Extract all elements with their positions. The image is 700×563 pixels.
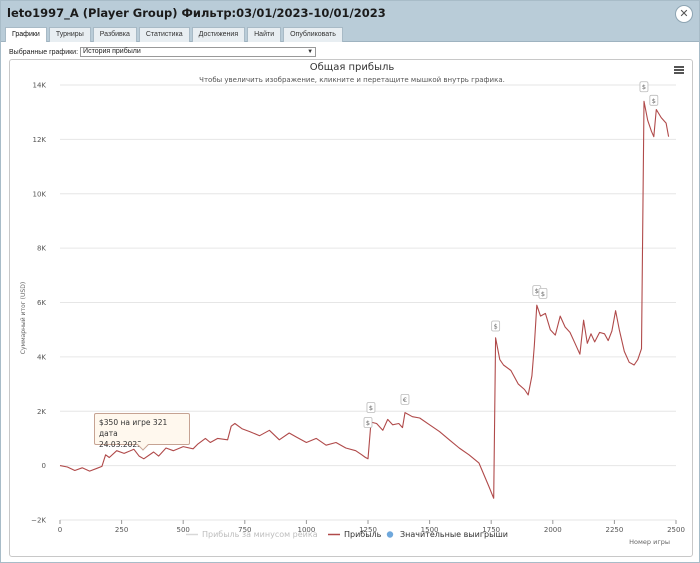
big-win-marker-symbol: $ <box>541 290 545 298</box>
y-tick-label: 8K <box>37 245 46 253</box>
tooltip-line-2: 24.03.2023 <box>99 440 142 449</box>
big-win-marker-symbol: $ <box>494 322 498 330</box>
tab-find[interactable]: Найти <box>247 27 282 42</box>
big-win-marker[interactable]: € <box>400 393 410 405</box>
big-win-marker[interactable]: $ <box>639 81 649 93</box>
legend-item[interactable]: Прибыль за минусом рейка <box>186 530 318 539</box>
x-axis-label: Номер игры <box>629 538 670 546</box>
tab-graphs[interactable]: Графики <box>5 27 47 42</box>
big-win-marker[interactable]: $ <box>366 402 376 413</box>
hamburger-menu-icon[interactable] <box>674 66 684 74</box>
big-win-marker-symbol: $ <box>369 404 373 412</box>
chart-title: Общая прибыль <box>309 62 395 73</box>
close-icon: ✕ <box>679 7 689 20</box>
title-bar: leto1997_A (Player Group) Фильтр:03/01/2… <box>1 1 699 27</box>
x-tick-label: 1500 <box>421 526 439 534</box>
legend-label: Прибыль <box>344 530 382 539</box>
tab-breakdown[interactable]: Разбивка <box>92 27 137 42</box>
series-line-profit[interactable] <box>59 100 670 499</box>
y-tick-label: 12K <box>33 136 47 144</box>
big-win-marker-symbol: $ <box>652 97 656 105</box>
y-tick-label: 0 <box>42 462 46 470</box>
y-tick-label: 14K <box>33 82 47 90</box>
legend-item[interactable]: Значительные выигрыши <box>386 530 508 539</box>
close-button[interactable]: ✕ <box>675 5 693 23</box>
chevron-down-icon: ▼ <box>307 49 314 55</box>
big-win-marker[interactable]: $ <box>538 287 548 299</box>
y-axis-label: Суммарный итог (USD) <box>20 282 27 354</box>
chart-subtitle: Чтобы увеличить изображение, кликните и … <box>199 76 505 84</box>
chart-select-dropdown[interactable]: История прибыли ▼ <box>80 47 317 57</box>
tab-tournaments[interactable]: Турниры <box>48 27 91 42</box>
big-win-marker[interactable]: $ <box>491 320 501 332</box>
legend-label: Прибыль за минусом рейка <box>202 530 318 539</box>
y-tick-label: 6K <box>37 299 46 307</box>
big-win-marker-symbol: $ <box>642 83 646 91</box>
chart-select-value: История прибыли <box>83 48 141 55</box>
legend-symbol-dot <box>386 531 394 538</box>
x-tick-label: 2250 <box>605 526 623 534</box>
x-tick-label: 2500 <box>667 526 685 534</box>
chart-container[interactable]: Общая прибыль Чтобы увеличить изображени… <box>9 59 693 557</box>
big-win-marker[interactable]: $ <box>363 417 373 428</box>
legend-label: Значительные выигрыши <box>400 530 508 539</box>
tab-achievements[interactable]: Достижения <box>191 27 246 42</box>
x-tick-label: 1750 <box>482 526 500 534</box>
big-win-marker-symbol: $ <box>366 419 370 427</box>
x-tick-label: 1250 <box>359 526 377 534</box>
y-tick-label: 10K <box>33 190 47 198</box>
big-win-marker-symbol: $ <box>535 287 539 295</box>
chart-selector-label: Выбранные графики: <box>9 48 79 56</box>
tab-bar: Графики Турниры Разбивка Статистика Дост… <box>1 27 699 42</box>
y-tick-label: 2K <box>37 408 46 416</box>
x-tick-label: 0 <box>58 526 62 534</box>
y-tick-label: −2K <box>31 517 46 525</box>
big-win-marker[interactable]: $ <box>649 94 659 106</box>
x-tick-label: 1000 <box>297 526 315 534</box>
tab-statistics[interactable]: Статистика <box>138 27 190 42</box>
profit-chart[interactable]: −2K 0 2K 4K 6K 8K 10K 12K 14K 0 250 500 750 1000 1250… <box>10 60 694 558</box>
x-tick-label: 2000 <box>544 526 562 534</box>
chart-tooltip: $350 на игре 321 дата 24.03.2023 <box>94 413 190 451</box>
chart-selector-row: Выбранные графики: История прибыли ▼ <box>9 46 317 58</box>
big-win-marker-symbol: € <box>403 396 407 404</box>
x-tick-label: 250 <box>115 526 128 534</box>
legend-item[interactable]: Прибыль <box>328 530 382 539</box>
y-tick-label: 4K <box>37 353 46 361</box>
x-tick-label: 500 <box>177 526 190 534</box>
window-title: leto1997_A (Player Group) Фильтр:03/01/2… <box>7 6 386 20</box>
tooltip-line-1: $350 на игре 321 дата <box>99 418 168 438</box>
tab-publish[interactable]: Опубликовать <box>283 27 343 42</box>
x-tick-label: 750 <box>238 526 251 534</box>
